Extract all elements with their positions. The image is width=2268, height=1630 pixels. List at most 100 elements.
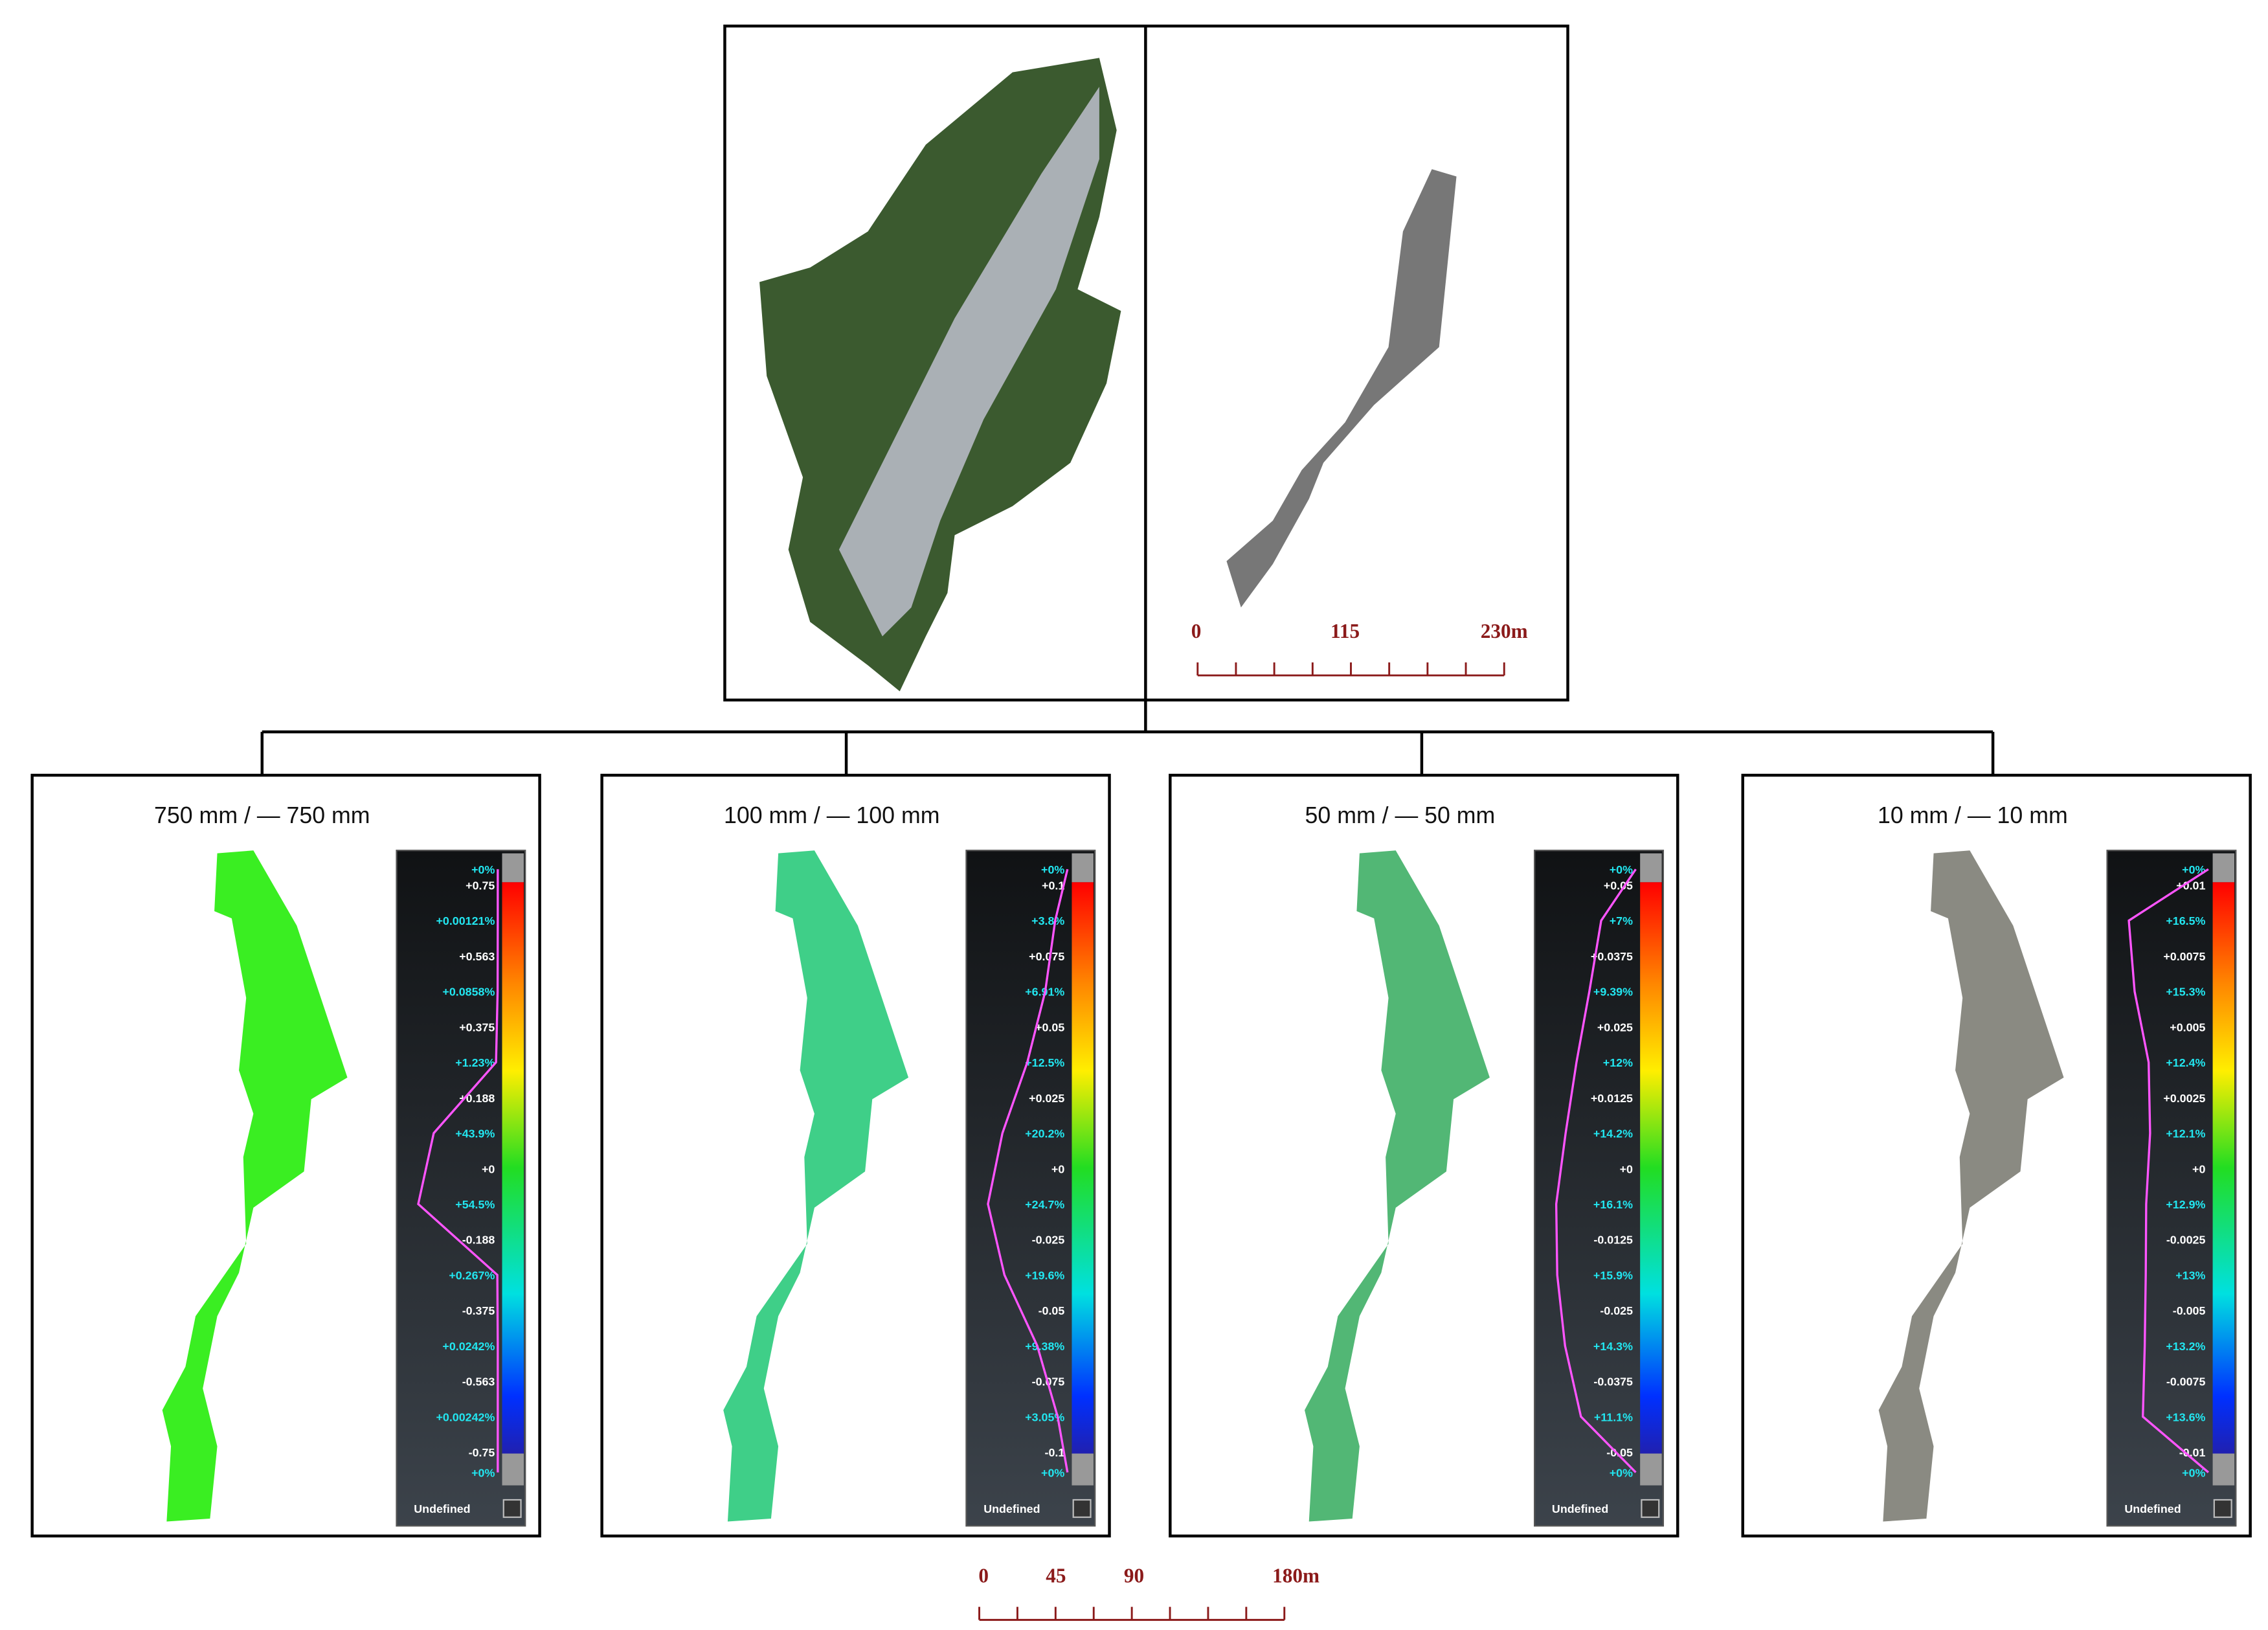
- panel-box: [600, 773, 1111, 1538]
- legend-undefined: Undefined: [1552, 1502, 1608, 1515]
- legend-label: +0.025: [1597, 1021, 1633, 1034]
- legend-label: +16.5%: [2166, 914, 2205, 927]
- study-area: [1226, 169, 1457, 608]
- legend-label: -0.005: [2173, 1304, 2206, 1317]
- legend-label: -0.01: [2179, 1446, 2206, 1459]
- legend-label: +0.0242%: [442, 1340, 495, 1353]
- panel-box: [1741, 773, 2252, 1538]
- legend-label: +3.8%: [1031, 914, 1064, 927]
- legend-top-gray: [2212, 853, 2235, 883]
- legend-label: +0.005: [2170, 1021, 2205, 1034]
- legend-label: -0.0125: [1593, 1234, 1633, 1247]
- legend-bottom-gray: [2212, 1453, 2235, 1486]
- legend-label: +13.6%: [2166, 1410, 2205, 1423]
- legend-label: -0.375: [462, 1304, 495, 1317]
- legend-undefined: Undefined: [983, 1502, 1040, 1515]
- legend-label: +3.05%: [1025, 1410, 1064, 1423]
- legend-label: +9.38%: [1025, 1340, 1064, 1353]
- legend-label: +14.3%: [1593, 1340, 1633, 1353]
- legend-label: +0%: [471, 1466, 495, 1479]
- legend-label: -0.75: [469, 1446, 495, 1459]
- legend-label: +14.2%: [1593, 1127, 1633, 1140]
- deviation-map: [1878, 850, 2064, 1522]
- colorbar: [1072, 882, 1094, 1454]
- scale-label: 90: [1124, 1564, 1144, 1587]
- valley-floor: [838, 87, 1099, 637]
- legend-label: +54.5%: [455, 1198, 495, 1211]
- legend-top-gray: [502, 853, 524, 883]
- legend-label: +11.1%: [1594, 1410, 1633, 1423]
- legend-label: +0.0025: [2163, 1092, 2205, 1105]
- legend-top-gray: [1640, 853, 1662, 883]
- histogram-curve: [987, 868, 1069, 1473]
- legend-label: +15.9%: [1593, 1269, 1633, 1282]
- legend-label: +0: [1620, 1162, 1633, 1175]
- legend-label: +0%: [2182, 1466, 2205, 1479]
- legend-label: +13%: [2175, 1269, 2205, 1282]
- panels: 750 mm / — 750 mm +0% +0.75 +0.00121% +0.563…: [30, 773, 2252, 1538]
- legend-label: +0%: [2182, 863, 2205, 876]
- legend-label: +12.9%: [2166, 1198, 2205, 1211]
- legend-bottom-gray: [502, 1453, 524, 1486]
- deviation-map: [1305, 850, 1490, 1522]
- legend-label: +12.4%: [2166, 1056, 2205, 1069]
- scale-label: 180m: [1272, 1564, 1319, 1587]
- legend-bottom-gray: [1640, 1453, 1662, 1486]
- legend-label: +1.23%: [455, 1056, 495, 1069]
- colorbar: [1640, 882, 1662, 1454]
- undefined-swatch: [2213, 1499, 2232, 1518]
- undefined-swatch: [1072, 1499, 1092, 1518]
- legend-label: +20.2%: [1025, 1127, 1064, 1140]
- legend-label: +43.9%: [455, 1127, 495, 1140]
- legend-label: +0.0075: [2163, 950, 2205, 963]
- legend-label: +0.1: [1042, 879, 1064, 892]
- legend-label: -0.188: [462, 1234, 495, 1247]
- legend-label: +0.00242%: [436, 1410, 495, 1423]
- legend-label: +19.6%: [1025, 1269, 1064, 1282]
- legend-label: +0%: [1041, 1466, 1064, 1479]
- top-frame: [260, 24, 1995, 776]
- legend-label: -0.0025: [2166, 1234, 2206, 1247]
- legend-label: +0.075: [1029, 950, 1064, 963]
- legend-label: -0.0375: [1593, 1375, 1633, 1388]
- legend-label: -0.563: [462, 1375, 495, 1388]
- legend-label: +9.39%: [1593, 986, 1633, 999]
- legend-label: -0.05: [1039, 1304, 1065, 1317]
- scale-label: 0: [1191, 620, 1202, 642]
- legend-label: +24.7%: [1025, 1198, 1064, 1211]
- histogram-curve: [417, 869, 499, 1473]
- panel-title: 750 mm / — 750 mm: [154, 802, 370, 828]
- legend-label: +0.01: [2176, 879, 2205, 892]
- panel-box: [30, 773, 541, 1538]
- panel-title: 10 mm / — 10 mm: [1878, 802, 2068, 828]
- legend-undefined: Undefined: [2124, 1502, 2181, 1515]
- legend-top-gray: [1072, 853, 1094, 883]
- colorbar: [2212, 882, 2235, 1454]
- histogram-curve: [2128, 868, 2209, 1473]
- legend-label: +12.5%: [1025, 1056, 1064, 1069]
- scale-label: 0: [978, 1564, 989, 1587]
- legend-label: +0: [2192, 1162, 2205, 1175]
- legend-label: +13.2%: [2166, 1340, 2205, 1353]
- legend-label: +0.75: [466, 879, 495, 892]
- legend-label: +0.0375: [1591, 950, 1633, 963]
- legend-label: +0: [1051, 1162, 1064, 1175]
- deviation-map: [723, 850, 909, 1522]
- connector: [260, 699, 1995, 776]
- undefined-swatch: [502, 1499, 522, 1518]
- legend-label: +7%: [1610, 914, 1633, 927]
- legend-label: +0%: [1610, 1466, 1633, 1479]
- legend-label: +0.05: [1035, 1021, 1064, 1034]
- histogram-curve: [1555, 868, 1637, 1473]
- panel-title: 50 mm / — 50 mm: [1305, 802, 1496, 828]
- legend-label: +0.0858%: [442, 986, 495, 999]
- panel-box: [1169, 773, 1679, 1538]
- legend-label: +0.375: [459, 1021, 495, 1034]
- legend-label: +0%: [1041, 863, 1064, 876]
- scale-label: 230m: [1481, 620, 1528, 642]
- scale-bar: [1196, 662, 1505, 677]
- legend-label: +0.563: [459, 950, 495, 963]
- legend-label: +16.1%: [1593, 1198, 1633, 1211]
